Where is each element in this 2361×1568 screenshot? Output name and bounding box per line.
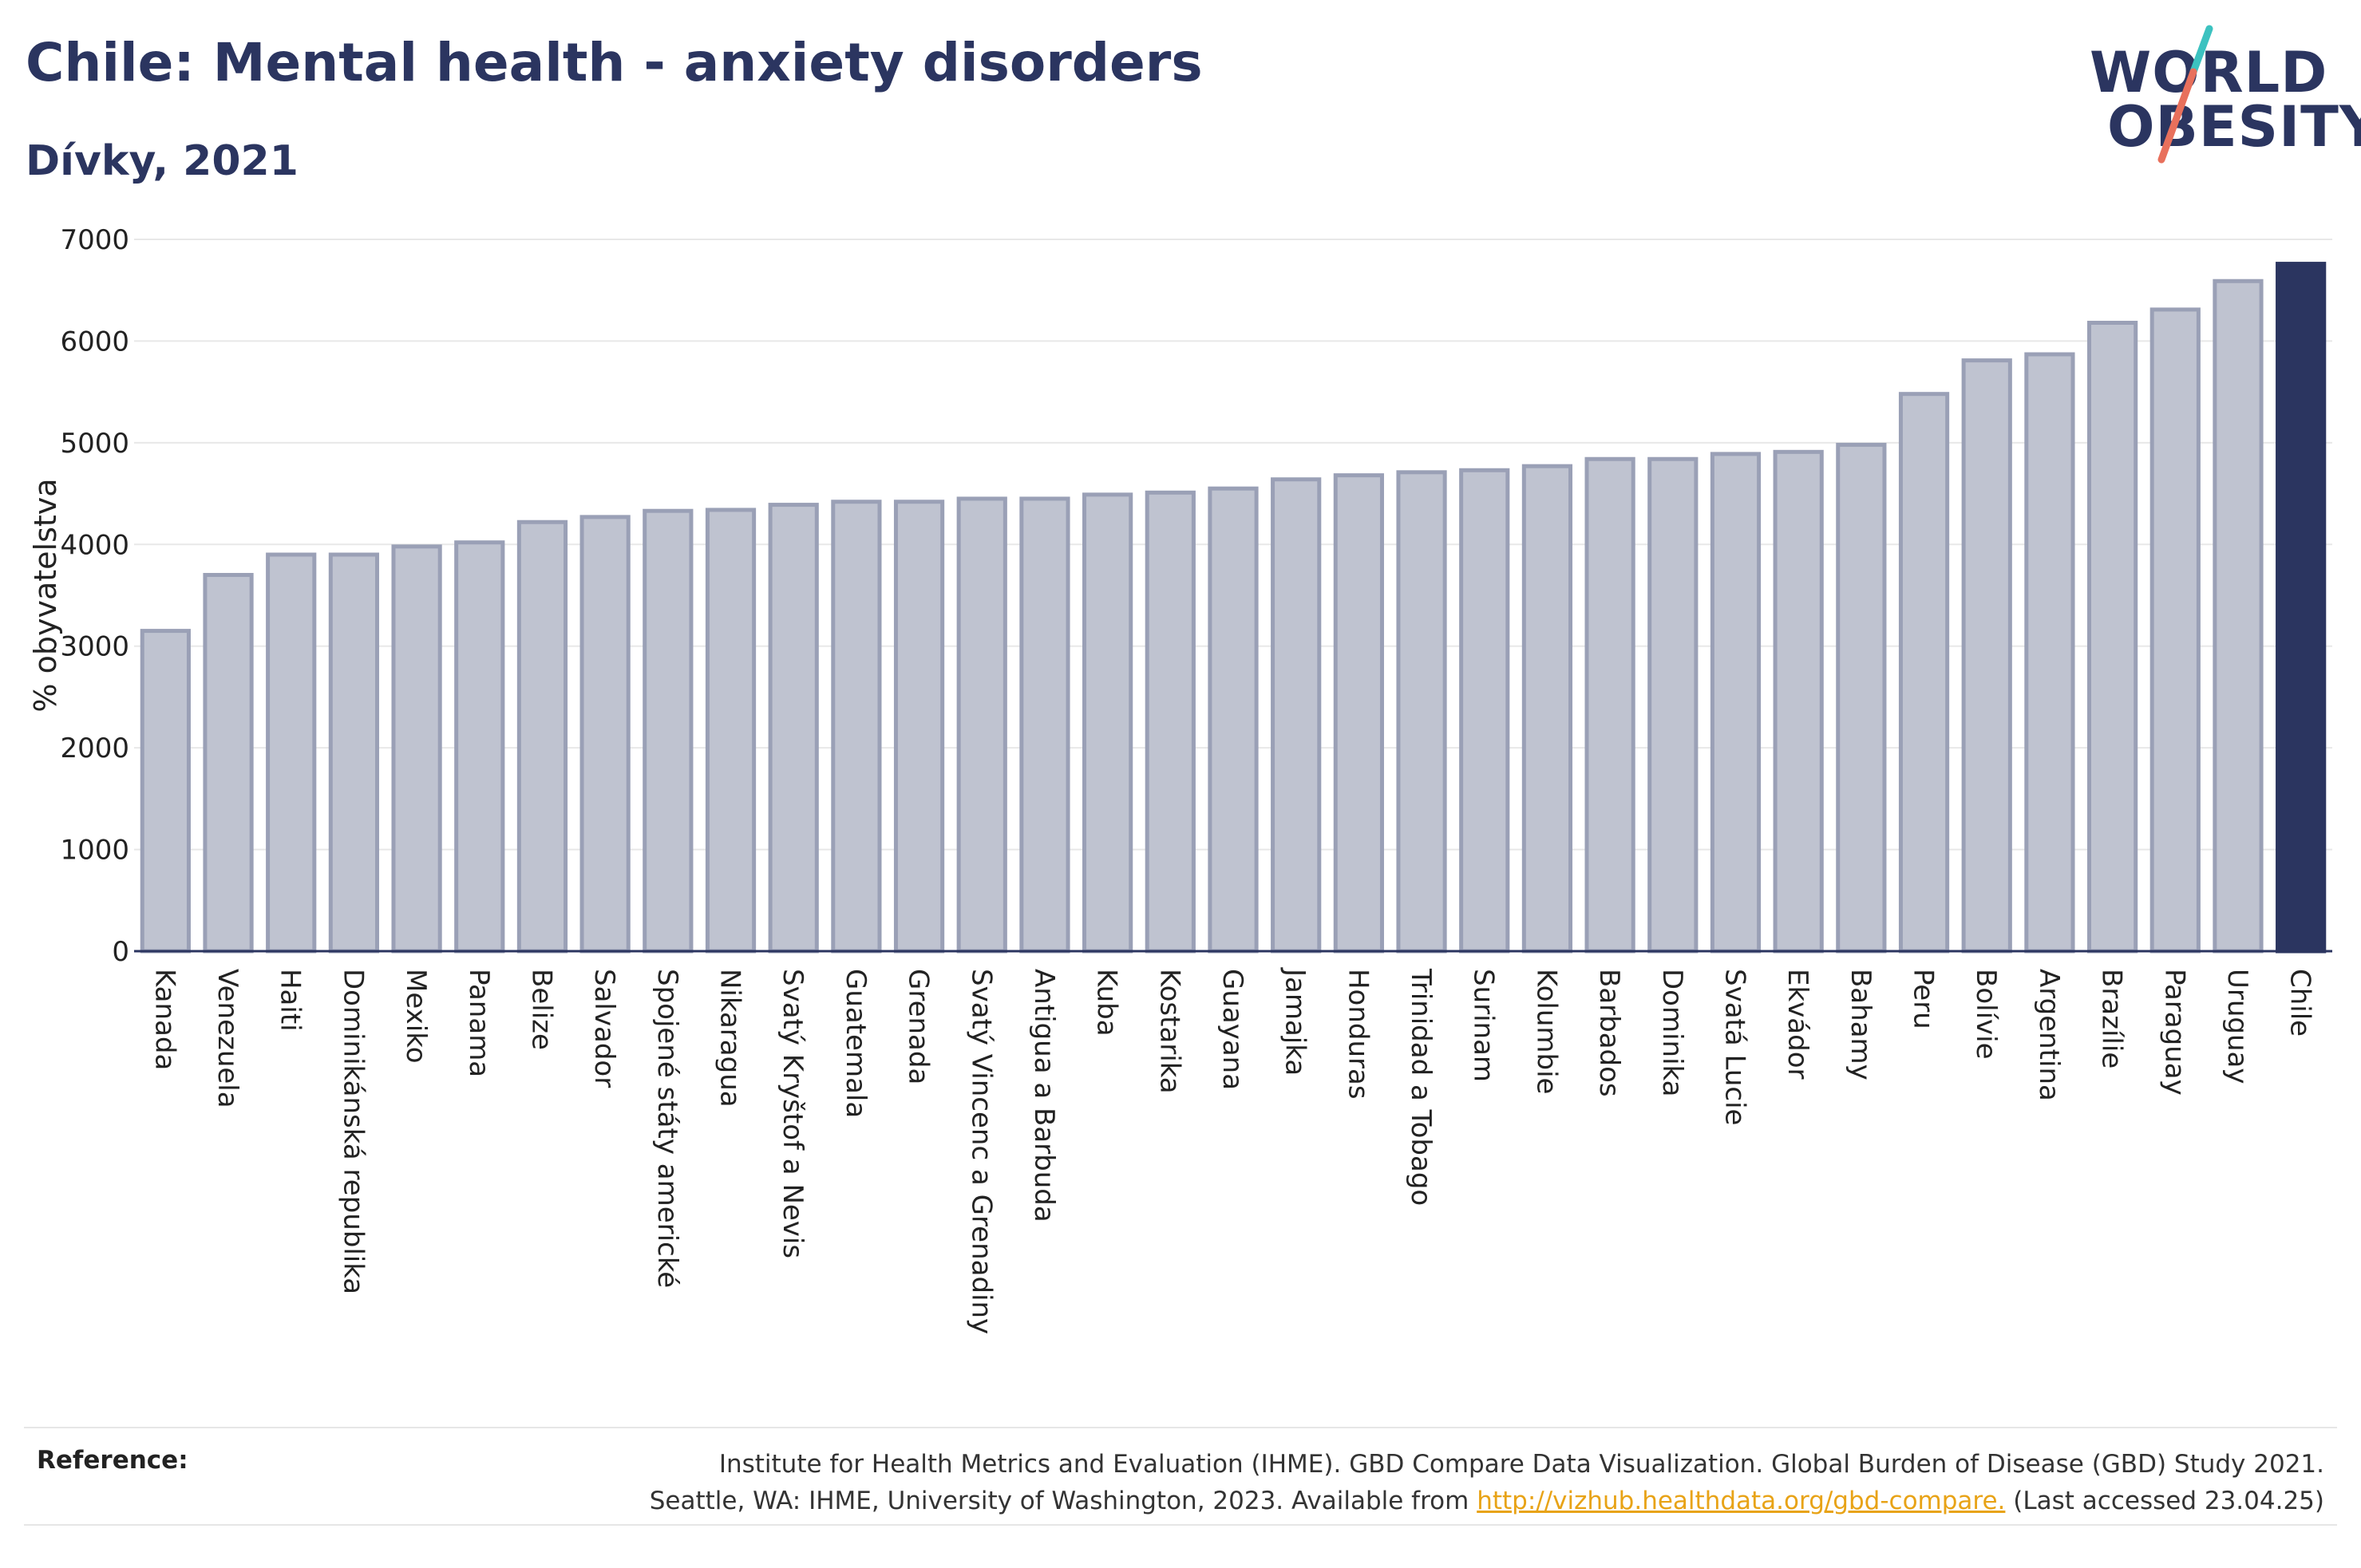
x-tick-label: Dominika [1656, 969, 1688, 1096]
bar-honduras [1333, 473, 1384, 954]
x-tick-label: Svatý Vincenc a Grenadiny [965, 969, 997, 1334]
x-tick-label: Svatá Lucie [1718, 969, 1750, 1125]
bar-uruguay [2213, 278, 2264, 954]
bar-venezuela [203, 573, 254, 954]
bar-panama [454, 540, 505, 954]
logo-slash-icon [2157, 25, 2213, 164]
x-tick-label: Belize [525, 969, 557, 1050]
bar-ekvádor [1773, 449, 1824, 954]
bar-bolívie [1961, 358, 2012, 954]
x-tick-label: Kolumbie [1530, 969, 1562, 1094]
x-tick-label: Kanada [148, 969, 180, 1070]
x-tick-label: Kuba [1091, 969, 1123, 1037]
x-tick-label: Salvador [588, 969, 620, 1088]
bar-haiti [266, 552, 317, 954]
logo-text-world: WORLD [2090, 40, 2328, 105]
x-tick-label: Honduras [1342, 969, 1374, 1100]
x-tick-label: Bahamy [1845, 969, 1877, 1080]
x-tick-label: Peru [1908, 969, 1940, 1029]
x-tick-label: Barbados [1593, 969, 1625, 1097]
bar-grenada [893, 500, 945, 954]
footer-divider-bottom [24, 1524, 2337, 1526]
world-obesity-logo: WORLD OBESITY [2075, 22, 2361, 174]
y-tick-label: 0 [112, 936, 129, 968]
bar-bahamy [1836, 442, 1887, 954]
bars [140, 262, 2327, 954]
x-tick-label: Dominikánská republika [337, 969, 369, 1294]
reference-label: Reference: [37, 1446, 188, 1475]
reference-link[interactable]: http://vizhub.healthdata.org/gbd-compare… [1477, 1487, 2006, 1515]
bar-nikaragua [705, 508, 757, 954]
x-tick-label: Spojené státy americké [651, 969, 683, 1288]
x-tick-label: Panama [463, 969, 495, 1077]
y-tick-label: 3000 [60, 631, 129, 663]
x-tick-label: Jamajka [1279, 967, 1311, 1076]
logo-text-obesity: OBESITY [2107, 94, 2361, 160]
footer-divider-top [24, 1427, 2337, 1428]
bar-guatemala [831, 500, 882, 954]
reference-line-2: Seattle, WA: IHME, University of Washing… [488, 1483, 2324, 1519]
x-tick-label: Guayana [1216, 969, 1248, 1090]
x-tick-label: Kostarika [1153, 969, 1185, 1094]
y-tick-label: 5000 [60, 428, 129, 460]
y-tick-labels: 0 1000 2000 3000 4000 5000 6000 7000 [60, 224, 129, 968]
x-tick-label: Brazílie [2096, 969, 2128, 1068]
y-tick-label: 2000 [60, 733, 129, 764]
x-tick-label: Bolívie [1970, 969, 2002, 1060]
bar-kostarika [1145, 490, 1196, 954]
bar-guayana [1208, 486, 1259, 954]
x-tick-label: Argentina [2033, 969, 2065, 1101]
bar-svatá-lucie [1710, 452, 1762, 954]
x-tick-label: Paraguay [2158, 969, 2190, 1096]
x-tick-label: Chile [2284, 969, 2316, 1037]
bar-kolumbie [1521, 464, 1573, 954]
x-tick-label: Antigua a Barbuda [1028, 969, 1060, 1222]
bar-dominikánská-republika [328, 552, 380, 954]
y-tick-label: 4000 [60, 529, 129, 561]
bar-paraguay [2149, 307, 2201, 954]
x-tick-label: Grenada [903, 969, 935, 1084]
y-axis-label: % obyvatelstva [28, 478, 63, 712]
x-tick-label: Guatemala [840, 969, 872, 1118]
bar-spojené-státy-americké [643, 508, 694, 954]
bar-dominika [1647, 456, 1699, 954]
x-tick-label: Trinidad a Tobago [1405, 968, 1437, 1206]
bar-surinam [1459, 468, 1510, 954]
x-tick-label: Nikaragua [714, 969, 746, 1108]
x-tick-label: Haiti [275, 969, 306, 1032]
x-tick-label: Ekvádor [1782, 969, 1813, 1080]
reference-line-2-suffix: (Last accessed 23.04.25) [2005, 1487, 2324, 1515]
bar-mexiko [391, 544, 442, 954]
bar-trinidad-a-tobago [1396, 470, 1447, 954]
bar-svatý-kryštof-a-nevis [768, 503, 819, 954]
bar-antigua-a-barbuda [1019, 496, 1070, 954]
bar-brazílie [2086, 320, 2138, 954]
reference-line-1: Institute for Health Metrics and Evaluat… [718, 1450, 2324, 1479]
bar-peru [1898, 392, 1950, 954]
bar-svatý-vincenc-a-grenadiny [956, 496, 1007, 954]
reference-text: Institute for Health Metrics and Evaluat… [488, 1446, 2324, 1519]
reference-line-2-prefix: Seattle, WA: IHME, University of Washing… [649, 1487, 1477, 1515]
x-tick-label: Svatý Kryštof a Nevis [777, 969, 809, 1258]
bar-barbados [1584, 456, 1635, 954]
bar-kuba [1082, 492, 1133, 954]
bar-chile [2276, 262, 2327, 954]
x-tick-labels: Kanada Venezuela Haiti Dominikánská republi… [148, 967, 2316, 1334]
y-tick-label: 1000 [60, 835, 129, 867]
y-tick-label: 7000 [60, 224, 129, 256]
x-tick-label: Surinam [1468, 969, 1500, 1082]
y-tick-label: 6000 [60, 326, 129, 357]
bar-kanada [140, 629, 191, 954]
chart-title: Chile: Mental health - anxiety disorders [26, 32, 1203, 93]
bar-chart: 0 1000 2000 3000 4000 5000 6000 7000 Kanada Vene… [28, 224, 2332, 1334]
bar-salvador [579, 515, 631, 954]
bar-belize [516, 519, 568, 954]
x-tick-label: Venezuela [212, 969, 243, 1108]
bar-argentina [2024, 352, 2075, 954]
bar-jamajka [1271, 477, 1322, 954]
chart-subtitle: Dívky, 2021 [26, 137, 299, 185]
x-tick-label: Mexiko [400, 969, 432, 1064]
x-tick-label: Uruguay [2221, 969, 2253, 1084]
